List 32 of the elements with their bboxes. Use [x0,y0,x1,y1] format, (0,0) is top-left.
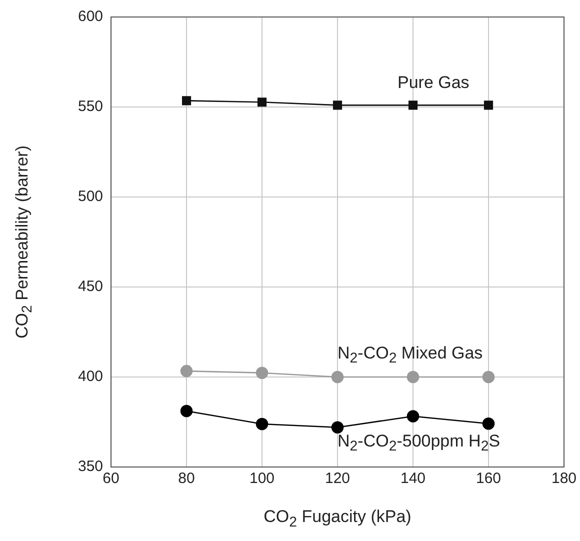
point [484,100,494,110]
point [482,417,495,430]
point [331,421,344,434]
series-label: N$_{2}$-CO$_{2}$ Mixed Gas [338,343,483,367]
point [182,96,192,106]
y-tick-label: 400 [78,368,104,386]
point [180,404,193,418]
point [180,364,193,378]
y-tick-label: 450 [78,278,104,296]
point [406,370,420,384]
y-tick-label: 550 [78,98,104,116]
point [406,410,420,422]
y-tick-label: 600 [78,8,104,26]
y-tick-label: 500 [78,188,104,206]
y-tick-label: 350 [78,458,104,476]
point [256,418,268,430]
point [408,100,418,110]
point [482,370,495,384]
x-axis-title: CO$_{2}$ Fugacity (kPa) [264,507,412,530]
point [331,370,344,384]
point [256,366,268,380]
x-tick-label: 180 [551,470,577,488]
x-tick-label: 160 [476,470,502,488]
point [257,98,267,107]
x-tick-label: 100 [250,470,275,488]
x-tick-label: 80 [178,470,195,488]
x-tick-label: 140 [400,470,426,488]
series-label: N$_{2}$-CO$_{2}$-500ppm H$_{2}$S [338,432,500,456]
series-label: Pure Gas [398,73,470,94]
point [332,100,342,110]
x-tick-label: 120 [325,470,350,488]
x-tick-label: 60 [102,470,120,488]
